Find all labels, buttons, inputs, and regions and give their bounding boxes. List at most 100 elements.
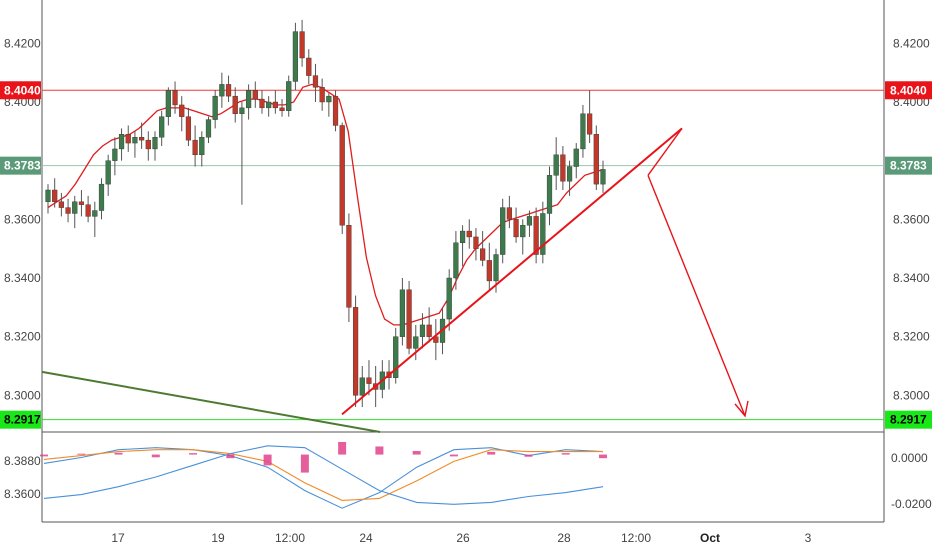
candle-body (399, 289, 405, 337)
candle-body (332, 95, 339, 126)
candle-body (225, 84, 232, 97)
histogram-bar (338, 441, 347, 455)
left-price-label-bg (0, 156, 41, 175)
candle-body (566, 166, 573, 182)
candle-body (413, 336, 419, 349)
right-price-tick-label: 8.4200 (893, 36, 930, 50)
candle-body (319, 87, 325, 103)
left-indicator-tick-label: 8.3880 (4, 454, 41, 468)
histogram-bar (300, 454, 309, 473)
candle-body (339, 125, 345, 226)
indicator-line-0 (43, 447, 604, 509)
right-price-tick-label: 8.3200 (893, 330, 930, 344)
candle-body (540, 213, 546, 255)
candle-body (446, 277, 452, 320)
candle-body (292, 31, 299, 82)
candle-body (453, 242, 459, 279)
left-price-label-bg (0, 410, 41, 429)
candle-body (159, 116, 165, 138)
candle-body (192, 139, 198, 155)
time-tick-label: Oct (700, 531, 720, 545)
candle-body (105, 160, 111, 185)
time-tick-label: 28 (557, 531, 571, 545)
candle-body (72, 201, 78, 214)
candle-body (205, 119, 212, 138)
trendlines (41, 127, 749, 433)
candle-body (239, 107, 245, 114)
left-price-tick-label: 8.3200 (4, 330, 41, 344)
candle-body (125, 134, 131, 144)
candle-body (78, 201, 85, 205)
histogram-bar (599, 454, 607, 459)
candle-body (65, 207, 71, 214)
candle-body (533, 216, 539, 255)
candle-body (185, 116, 192, 141)
left-price-tick-label: 8.3000 (4, 388, 41, 402)
histogram-bar (226, 454, 235, 459)
horizontal-levels (42, 89, 884, 421)
candle-body (179, 104, 185, 117)
histogram-bar (77, 453, 86, 455)
candle-body (493, 254, 499, 282)
candle-body (419, 324, 426, 337)
right-price-tick-label: 8.3400 (893, 271, 930, 285)
projected-drop-arrowhead (734, 400, 749, 418)
candle-body (459, 230, 466, 243)
candle-body (279, 107, 285, 112)
left-price-label: 8.2917 (4, 413, 41, 427)
histogram-bar (412, 450, 421, 455)
candle-body (526, 216, 533, 226)
candle-body (306, 57, 312, 76)
candle-body (165, 90, 171, 117)
histogram-bar (487, 451, 496, 455)
candle-body (366, 377, 372, 384)
candle-body (587, 113, 593, 135)
candle-body (473, 236, 479, 249)
candle-body (246, 90, 252, 109)
histogram-bar (524, 454, 533, 457)
histogram-bar (449, 454, 458, 457)
candle-body (98, 183, 105, 211)
right-price-label: 8.3783 (890, 159, 927, 173)
time-tick-label: 12:00 (275, 531, 305, 545)
candle-body (212, 95, 218, 120)
indicator-line-1 (43, 449, 603, 501)
time-tick-label: 17 (111, 531, 125, 545)
left-price-tick-label: 8.3400 (4, 271, 41, 285)
candle-body (346, 224, 352, 308)
candle-body (326, 95, 332, 103)
candle-body (112, 148, 118, 161)
histogram-bar (151, 454, 160, 458)
candles (45, 19, 606, 408)
histogram-bar (40, 454, 48, 457)
candle-body (600, 169, 606, 185)
candle-body (232, 95, 238, 114)
left-indicator-tick-label: 8.3600 (4, 487, 41, 501)
histogram-bar (375, 446, 384, 455)
indicator-line-2 (43, 445, 604, 505)
projection-segment-line (647, 127, 683, 176)
candle-body (45, 189, 51, 202)
candle-body (352, 307, 359, 396)
axes: 8.3000 8.3000 8.3200 8.3200 8.3400 8.3400 8.36… (4, 36, 932, 545)
candle-body (266, 101, 272, 109)
time-tick-label: 24 (359, 531, 373, 545)
left-price-label: 8.3783 (4, 159, 41, 173)
time-tick-label: 19 (211, 531, 225, 545)
candle-body (573, 148, 579, 167)
macd-indicator-pane (40, 441, 607, 509)
candle-body (593, 134, 599, 185)
candle-body (139, 136, 145, 141)
right-price-label-bg (885, 81, 932, 100)
right-indicator-tick-label: 0.0000 (891, 451, 928, 465)
candle-body (506, 207, 512, 220)
candle-body (426, 324, 432, 337)
right-price-label: 8.4040 (890, 83, 927, 97)
projected-drop-line (647, 175, 746, 417)
candle-body (513, 219, 519, 238)
chart-frame (41, 0, 885, 523)
time-tick-label: 26 (456, 531, 470, 545)
candle-body (272, 101, 278, 109)
